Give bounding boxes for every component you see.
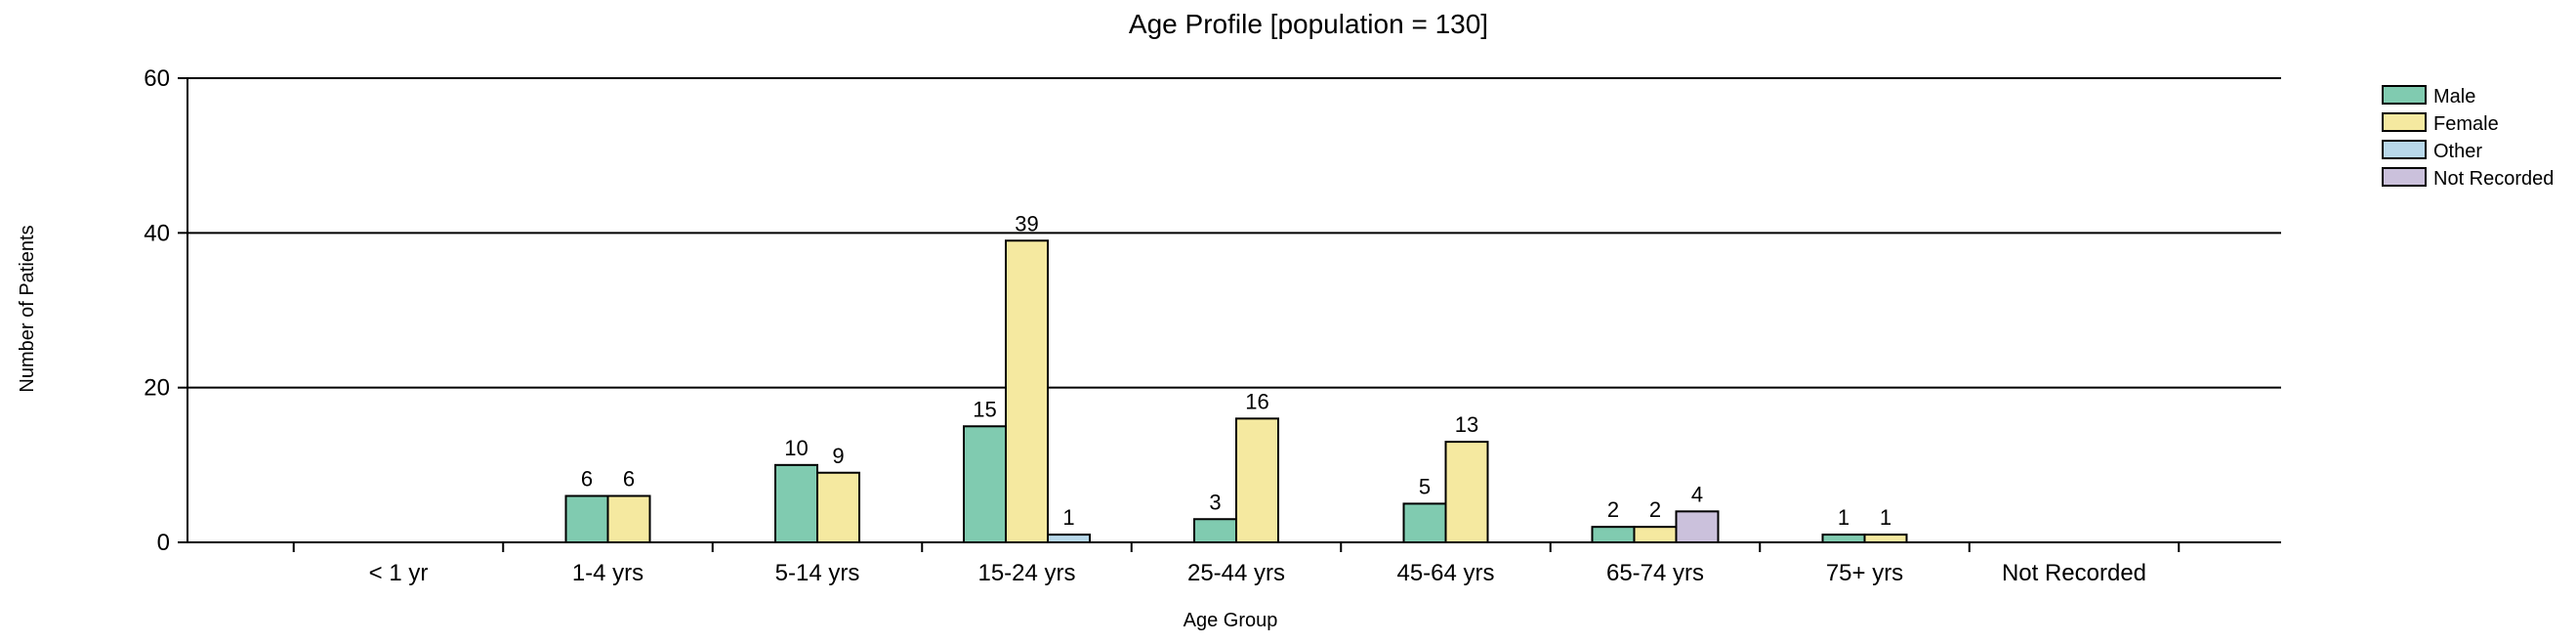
bar-male [564, 494, 609, 543]
x-tick-label: 1-4 yrs [572, 560, 644, 586]
y-tick-label: 20 [144, 375, 170, 402]
y-tick-label: 60 [144, 65, 170, 92]
bar-female [1005, 239, 1049, 543]
bar-male [1821, 534, 1866, 543]
bar-female [1863, 534, 1908, 543]
data-label: 13 [1455, 412, 1478, 437]
bar-male [1402, 502, 1447, 544]
data-label: 1 [1880, 505, 1891, 530]
data-label: 2 [1607, 497, 1619, 522]
x-tick-label: 15-24 yrs [977, 560, 1075, 586]
legend-swatch [2382, 112, 2427, 132]
data-label: 39 [1015, 211, 1038, 236]
y-tick-label: 40 [144, 220, 170, 246]
x-tick-label: 75+ yrs [1826, 560, 1903, 586]
legend-label: Not Recorded [2433, 168, 2554, 190]
bar-male [963, 425, 1007, 543]
bar-male [1591, 526, 1636, 544]
bar-female [1444, 441, 1489, 544]
legend: Male Female Other Not Recorded [2382, 85, 2554, 190]
data-label: 15 [973, 397, 996, 421]
data-label: 3 [1209, 490, 1221, 514]
y-tick-label: 0 [157, 530, 170, 556]
legend-swatch [2382, 85, 2427, 105]
data-label: 1 [1062, 505, 1074, 530]
legend-label: Female [2433, 113, 2499, 135]
data-label: 10 [784, 436, 808, 460]
data-label: 2 [1649, 497, 1661, 522]
x-tick-label: 45-64 yrs [1396, 560, 1494, 586]
data-label: 4 [1691, 482, 1703, 506]
x-tick-label: 25-44 yrs [1187, 560, 1285, 586]
bar-female [606, 494, 651, 543]
data-label: 6 [581, 467, 593, 492]
data-label: 5 [1419, 474, 1431, 498]
bar-female [1633, 526, 1678, 544]
data-label: 6 [623, 467, 635, 492]
data-label: 1 [1838, 505, 1849, 530]
bar-not-recorded [1675, 510, 1720, 543]
gridlines [187, 77, 2281, 389]
bar-female [1235, 417, 1279, 544]
x-tick-label: 5-14 yrs [775, 560, 860, 586]
legend-label: Other [2433, 141, 2482, 162]
bar-male [1193, 518, 1237, 543]
bar-male [774, 463, 818, 544]
x-tick-label: 65-74 yrs [1606, 560, 1704, 586]
legend-swatch [2382, 167, 2427, 187]
x-tick-label: < 1 yr [369, 560, 429, 586]
bar-other [1047, 534, 1091, 543]
bars [564, 239, 1908, 544]
axes: 0 20 40 60 < 1 yr 1-4 yrs 5-14 yrs 15-24 yrs 25-… [144, 65, 2281, 586]
x-axis-label: Age Group [1184, 610, 1278, 631]
legend-label: Male [2433, 86, 2475, 107]
legend-swatch [2382, 140, 2427, 159]
data-label: 9 [832, 444, 844, 468]
x-tick-label: Not Recorded [2002, 560, 2146, 586]
data-label: 16 [1245, 389, 1268, 413]
bar-female [816, 471, 860, 543]
y-axis-label: Number of Patients [17, 225, 38, 392]
chart-title: Age Profile [population = 130] [1129, 9, 1488, 39]
